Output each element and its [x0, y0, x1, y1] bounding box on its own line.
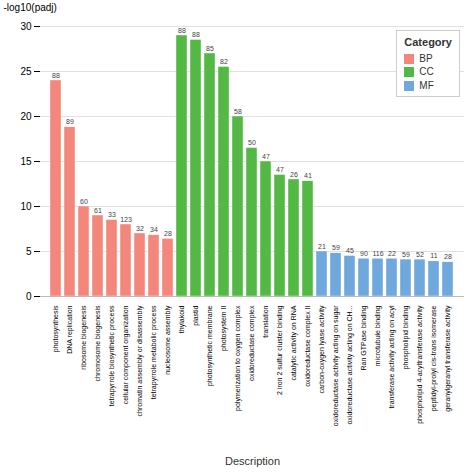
svg-text:Description: Description [225, 455, 280, 467]
svg-text:phospholipid 4-acyltransferase: phospholipid 4-acyltransferase activity [416, 305, 424, 424]
svg-text:88: 88 [52, 72, 60, 79]
svg-text:tetrapyrrole biosynthetic proc: tetrapyrrole biosynthetic process [108, 305, 116, 406]
svg-text:60: 60 [80, 198, 88, 205]
svg-text:11: 11 [430, 252, 437, 259]
svg-text:85: 85 [206, 45, 214, 52]
svg-text:61: 61 [94, 207, 102, 214]
svg-text:20: 20 [20, 111, 32, 122]
svg-text:photosystem II: photosystem II [220, 305, 228, 351]
svg-text:thylakoid: thylakoid [178, 305, 186, 333]
svg-text:catalytic activity on RNA: catalytic activity on RNA [290, 305, 298, 380]
html-text:MF: MF [419, 79, 434, 91]
svg-text:59: 59 [402, 251, 410, 258]
svg-text:oxidoreductase complex II: oxidoreductase complex II [304, 305, 312, 386]
svg-text:123: 123 [120, 216, 132, 223]
svg-text:90: 90 [360, 250, 368, 257]
svg-text:58: 58 [234, 108, 242, 115]
svg-text:photosynthetic membrane: photosynthetic membrane [206, 305, 214, 386]
svg-text:nucleosome assembly: nucleosome assembly [164, 305, 172, 375]
svg-text:oxidoreductase activity acting: oxidoreductase activity acting on CH... [346, 305, 354, 424]
svg-text:peptidyl-prolyl cis-trans isom: peptidyl-prolyl cis-trans isomerase [430, 305, 438, 411]
svg-text:10: 10 [20, 201, 32, 212]
svg-text:0: 0 [26, 291, 32, 302]
svg-text:82: 82 [220, 58, 228, 65]
svg-text:2 iron 2 sulfur cluster bindin: 2 iron 2 sulfur cluster binding [276, 305, 284, 395]
svg-text:phospholipid binding: phospholipid binding [402, 305, 410, 369]
svg-text:plastid: plastid [192, 305, 200, 325]
svg-text:28: 28 [164, 230, 172, 237]
svg-text:tetrapyrrole metabolic process: tetrapyrrole metabolic process [150, 305, 158, 399]
svg-text:25: 25 [20, 66, 32, 77]
svg-text:translation: translation [262, 305, 269, 337]
svg-text:26: 26 [290, 171, 298, 178]
svg-text:88: 88 [178, 27, 186, 34]
svg-text:28: 28 [444, 253, 452, 260]
svg-text:89: 89 [66, 118, 74, 125]
svg-text:carbon-oxygen lyase activity: carbon-oxygen lyase activity [318, 305, 326, 393]
html-text:Category: Category [404, 36, 452, 48]
svg-text:chromatin assembly or disassem: chromatin assembly or disassembly [136, 305, 144, 416]
svg-text:5: 5 [26, 246, 32, 257]
svg-text:47: 47 [262, 153, 270, 160]
svg-text:22: 22 [388, 250, 396, 257]
svg-text:59: 59 [332, 244, 340, 251]
svg-text:DNA replication: DNA replication [66, 305, 74, 353]
svg-text:34: 34 [150, 226, 158, 233]
svg-text:oxidoreductase complex: oxidoreductase complex [248, 305, 256, 381]
svg-text:116: 116 [372, 250, 383, 257]
svg-text:chromosome biogenesis: chromosome biogenesis [94, 305, 102, 381]
svg-text:45: 45 [346, 247, 354, 254]
svg-text:41: 41 [304, 172, 312, 179]
svg-text:transferase activity acting on: transferase activity acting on acyl [388, 305, 396, 409]
svg-text:ribosome biogenesis: ribosome biogenesis [80, 305, 88, 370]
html-text:BP: BP [419, 52, 433, 64]
svg-text:33: 33 [108, 211, 116, 218]
svg-text:21: 21 [318, 243, 326, 250]
svg-text:microtubule binding: microtubule binding [374, 305, 382, 366]
svg-text:polymerization to oxygen compl: polymerization to oxygen complex [234, 305, 242, 411]
svg-text:geranylgeranyl transferase act: geranylgeranyl transferase activity [444, 305, 452, 412]
svg-text:photosynthesis: photosynthesis [52, 305, 60, 352]
svg-text:oxidoreductase activity acting: oxidoreductase activity acting on sugar [332, 305, 340, 426]
html-text:CC: CC [419, 66, 434, 78]
svg-text:50: 50 [248, 139, 256, 146]
svg-text:32: 32 [136, 225, 144, 232]
svg-text:47: 47 [276, 166, 284, 173]
svg-text:Ran GTPase binding: Ran GTPase binding [360, 305, 368, 370]
svg-text:cellular component organizatio: cellular component organization [122, 305, 130, 404]
svg-text:52: 52 [416, 251, 424, 258]
svg-text:30: 30 [20, 21, 32, 32]
svg-text:88: 88 [192, 31, 200, 38]
svg-text:15: 15 [20, 156, 32, 167]
svg-text:-log10(padj): -log10(padj) [4, 2, 57, 13]
